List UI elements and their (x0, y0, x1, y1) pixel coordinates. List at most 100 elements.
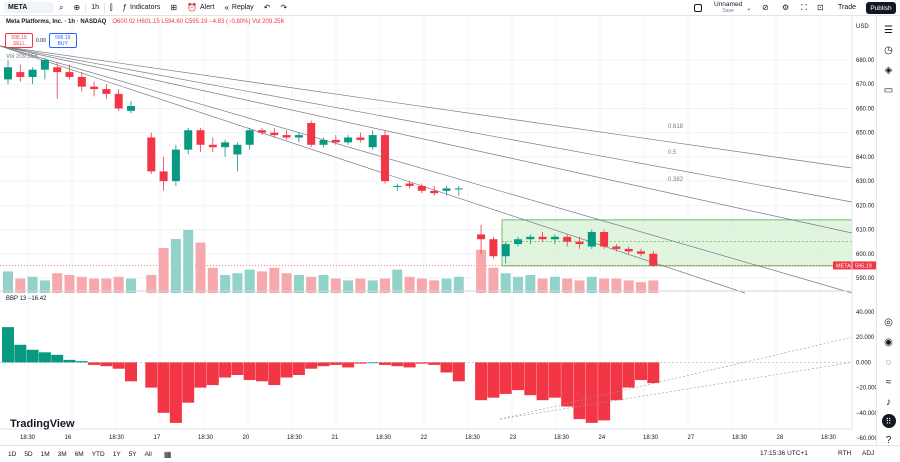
fib-fan-lines[interactable]: 0.618 0.5 0.382 (0, 45, 853, 294)
bbp-bar (598, 362, 611, 421)
volume-bar (537, 278, 548, 293)
ohlc-values: O600.02 H601.15 L594.60 C595.19 −4.83 (−… (112, 19, 285, 25)
settings-icon[interactable]: ⚙ (782, 3, 790, 12)
candle-body (405, 183, 414, 186)
sell-button[interactable]: 595.19 SELL (5, 33, 33, 48)
candle-body (489, 239, 498, 257)
buy-button[interactable]: 595.19 BUY (48, 33, 77, 48)
clock-icon[interactable]: ◷ (884, 44, 893, 56)
alert-icon: ⏰ (187, 3, 198, 12)
trade-button[interactable]: Trade (838, 4, 857, 11)
bbp-trend-lower (499, 362, 853, 420)
symbol-label: META (8, 4, 28, 11)
volume-bar (441, 278, 452, 293)
time-tick: 28 (777, 435, 784, 441)
range-button-5d[interactable]: 5D (24, 450, 33, 458)
volume-bar (380, 278, 390, 293)
candle-body (393, 185, 402, 187)
quick-search-icon[interactable]: ⊘ (762, 3, 769, 12)
candle-body (344, 137, 353, 143)
currency-label[interactable]: USD (856, 24, 869, 30)
range-button-all[interactable]: All (144, 450, 152, 458)
chevron-down-icon[interactable]: ⌄ (746, 5, 752, 12)
apps-icon[interactable]: ⠿ (881, 414, 896, 428)
bottom-toolbar: 1D 5D 1M 3M 6M YTD 1Y 5Y All ▦ 17:15:36 UTC+1 RT… (0, 445, 900, 462)
calendar-icon[interactable]: ▦ (163, 449, 172, 459)
camera-icon[interactable]: ⊡ (817, 3, 824, 12)
broadcast-icon[interactable]: ≈ (885, 376, 892, 388)
redo-button[interactable]: ↷ (275, 0, 292, 16)
volume-legend: Vol 209.25K (6, 54, 39, 60)
volume-bar (15, 278, 26, 293)
templates-button[interactable]: ⊞ (165, 0, 182, 16)
layers-icon[interactable]: ◈ (884, 64, 893, 76)
target-icon[interactable]: ◎ (884, 316, 893, 328)
undo-button[interactable]: ↶ (259, 0, 276, 16)
volume-bar (330, 278, 341, 293)
stream-icon[interactable]: ◌ (885, 356, 892, 368)
bbp-bar (88, 362, 101, 365)
candle-body (624, 248, 633, 252)
time-tick: 16 (65, 435, 72, 441)
bbp-bar (452, 362, 465, 382)
replay-button[interactable]: «Replay (219, 0, 258, 16)
range-button-1d[interactable]: 1D (8, 450, 17, 458)
range-button-3m[interactable]: 3M (57, 450, 67, 458)
price-tick: 590.00 (856, 276, 875, 282)
layout-name: Unnamed (714, 1, 743, 8)
range-button-ytd[interactable]: YTD (91, 450, 105, 458)
candle-body (208, 144, 217, 148)
fib-label: 0.618 (668, 124, 684, 130)
time-tick: 18:30 (554, 435, 570, 441)
volume-bar (318, 275, 329, 293)
bell-icon[interactable]: ♪ (886, 396, 891, 408)
consolidation-zone (501, 219, 853, 267)
watermark: TradingView (10, 418, 75, 430)
search-button[interactable]: ⌕ (54, 0, 68, 16)
volume-bar (343, 280, 354, 293)
interval-button[interactable]: 1h (86, 0, 104, 16)
chat-icon[interactable]: ▭ (883, 84, 894, 96)
alert-button[interactable]: ⏰ Alert (182, 0, 219, 16)
candle-body (258, 130, 266, 133)
candle-body (233, 144, 242, 155)
candle-body (171, 149, 180, 182)
session-button[interactable]: RTH (838, 450, 852, 457)
chart-type-button[interactable]: ⫿ (105, 0, 118, 16)
watchlist-icon[interactable]: ☰ (884, 24, 893, 36)
ideas-icon[interactable]: ◉ (884, 336, 893, 348)
time-tick: 22 (421, 435, 428, 441)
price-tick: 680.00 (856, 58, 875, 64)
range-button-1y[interactable]: 1Y (112, 450, 121, 458)
symbol-search[interactable]: META (4, 2, 54, 13)
help-icon[interactable]: ? (885, 434, 892, 446)
publish-button[interactable]: Publish (866, 2, 896, 14)
range-button-1m[interactable]: 1M (40, 450, 50, 458)
candle-body (28, 69, 37, 77)
volume-bar (3, 271, 13, 293)
range-button-5y[interactable]: 5Y (128, 450, 137, 458)
compare-button[interactable]: ⊕ (68, 0, 85, 16)
adj-button[interactable]: ADJ (862, 450, 875, 457)
layout-name-button[interactable]: Unnamed Save (714, 1, 743, 14)
bbp-bar (440, 362, 453, 373)
volume-bar (183, 230, 194, 293)
indicators-button[interactable]: ƒ Indicators (118, 0, 166, 16)
clock-readout[interactable]: 17:15:36 UTC+1 (760, 450, 808, 457)
range-buttons: 1D 5D 1M 3M 6M YTD 1Y 5Y All (4, 451, 156, 458)
time-tick: 18:30 (821, 435, 837, 441)
axes: 680.00 670.00 660.00 650.00 640.00 630.00 620.… (20, 58, 876, 442)
volume-bar (232, 273, 243, 293)
indicator-tick: −60.000 (856, 436, 876, 442)
trend-line (0, 45, 746, 294)
fullscreen-icon[interactable]: ⛶ (801, 3, 807, 12)
volume-bar (355, 278, 366, 293)
fib-fan-line (0, 45, 853, 234)
range-button-6m[interactable]: 6M (74, 450, 84, 458)
chart-area[interactable]: 0.618 0.5 0.382 680.00 670.00 660.00 650.00 64… (0, 16, 876, 445)
top-toolbar: META ⌕ ⊕ 1h ⫿ ƒ Indicators ⊞ ⏰ Alert «Repl… (0, 0, 900, 16)
bbp-bar (100, 362, 113, 367)
time-tick: 27 (688, 435, 695, 441)
volume-bar (39, 280, 50, 293)
volume-bar (648, 280, 659, 293)
